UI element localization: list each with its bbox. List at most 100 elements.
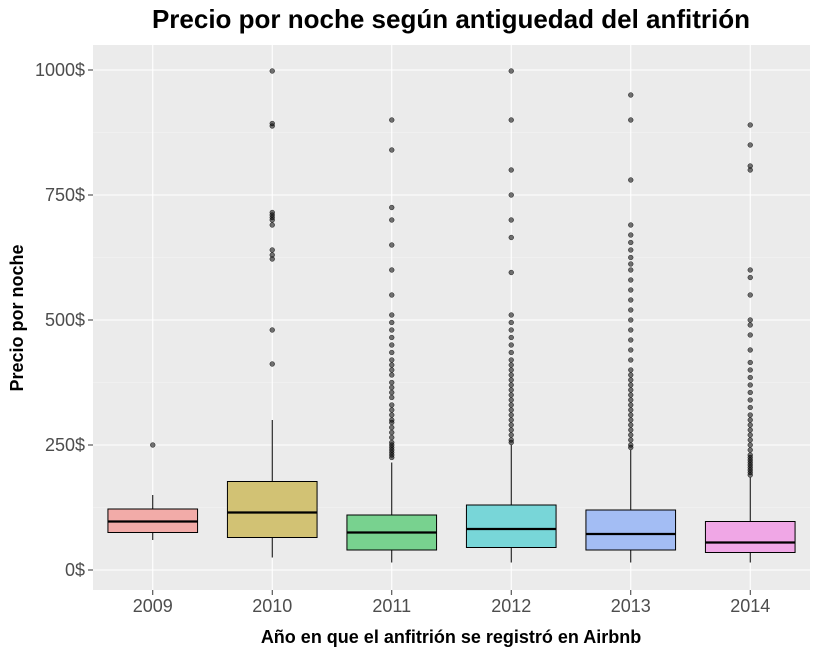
outlier-point <box>747 317 753 323</box>
outlier-point <box>747 163 753 169</box>
outlier-point <box>508 412 514 418</box>
outlier-point <box>747 382 753 388</box>
outlier-point <box>628 92 634 98</box>
outlier-point <box>389 242 395 248</box>
outlier-point <box>508 234 514 241</box>
outlier-point <box>508 68 514 74</box>
outlier-point <box>628 222 634 228</box>
outlier-point <box>389 292 395 298</box>
outlier-point <box>508 427 514 433</box>
outlier-point <box>747 422 753 428</box>
outlier-point <box>508 432 514 438</box>
outlier-point <box>747 404 753 411</box>
box-2014 <box>704 122 796 563</box>
outlier-point <box>508 342 514 348</box>
x-axis-title: Año en que el anfitrión se registró en A… <box>261 627 641 647</box>
y-axis: 0$ 250$ 500$ 750$ 1000$ <box>35 60 93 580</box>
outlier-point <box>389 204 395 211</box>
outlier-point <box>628 382 634 388</box>
y-tick-label: 500$ <box>45 310 85 330</box>
x-tick-label: 2013 <box>611 596 651 616</box>
outlier-point <box>628 232 634 238</box>
outlier-point <box>508 392 514 398</box>
outlier-point <box>389 342 395 348</box>
outlier-point <box>747 322 753 328</box>
outlier-point <box>389 349 395 356</box>
outlier-point <box>508 437 514 443</box>
outlier-point <box>389 367 395 373</box>
outlier-point <box>747 122 753 128</box>
outlier-point <box>389 334 395 341</box>
outlier-point <box>628 377 634 383</box>
outlier-point <box>269 247 275 253</box>
plot-panel <box>93 45 810 590</box>
outlier-point <box>747 367 753 373</box>
outlier-point <box>269 68 275 74</box>
outlier-point <box>389 319 395 326</box>
outlier-point <box>508 334 514 341</box>
outlier-point <box>747 142 753 148</box>
outlier-point <box>628 437 634 443</box>
outlier-point <box>747 447 753 453</box>
outlier-point <box>628 177 634 183</box>
outlier-point <box>389 379 395 386</box>
outlier-point <box>389 424 395 431</box>
outlier-point <box>508 417 514 423</box>
outlier-point <box>508 217 514 223</box>
outlier-point <box>747 452 753 458</box>
outlier-point <box>508 167 514 173</box>
outlier-point <box>508 319 514 326</box>
outlier-point <box>628 247 634 253</box>
outlier-point <box>508 349 514 356</box>
outlier-point <box>628 442 634 448</box>
outlier-point <box>628 397 634 403</box>
outlier-point <box>628 367 634 373</box>
outlier-point <box>747 359 753 366</box>
outlier-point <box>389 402 395 408</box>
box-2012 <box>465 68 557 563</box>
outlier-point <box>628 297 634 303</box>
outlier-point <box>747 397 753 403</box>
outlier-point <box>389 394 395 401</box>
outlier-point <box>508 372 514 378</box>
y-tick-label: 750$ <box>45 185 85 205</box>
outlier-point <box>747 389 753 396</box>
outlier-point <box>389 117 395 123</box>
outlier-point <box>269 327 275 333</box>
boxes-layer <box>107 68 796 563</box>
outlier-point <box>389 407 395 413</box>
outlier-point <box>628 347 634 353</box>
outlier-point <box>389 384 395 391</box>
outlier-point <box>628 432 634 438</box>
outlier-point <box>508 327 514 333</box>
outlier-point <box>269 361 275 367</box>
box-2011 <box>346 117 438 563</box>
outlier-point <box>508 117 514 123</box>
outlier-point <box>389 412 395 418</box>
y-tick-label: 0$ <box>65 560 85 580</box>
outlier-point <box>389 362 395 368</box>
outlier-point <box>269 120 275 127</box>
outlier-point <box>747 412 753 418</box>
outlier-point <box>389 267 395 273</box>
x-tick-label: 2011 <box>372 596 411 616</box>
x-axis: 2009 2010 2011 2012 2013 2014 <box>133 590 770 616</box>
outlier-point <box>747 432 753 438</box>
outlier-point <box>747 292 753 298</box>
outlier-point <box>747 442 753 448</box>
outlier-point <box>747 374 753 381</box>
outlier-point <box>628 287 634 293</box>
outlier-point <box>747 437 753 443</box>
box-iqr <box>226 481 318 538</box>
outlier-point <box>628 387 634 393</box>
y-axis-title: Precio por noche <box>7 244 27 391</box>
box-2013 <box>585 92 677 563</box>
outlier-point <box>628 422 634 428</box>
outlier-point <box>628 307 634 313</box>
outlier-point <box>389 389 395 396</box>
outlier-point <box>628 427 634 433</box>
outlier-point <box>508 362 514 368</box>
box-iqr <box>704 521 796 553</box>
box-2010 <box>226 68 318 558</box>
